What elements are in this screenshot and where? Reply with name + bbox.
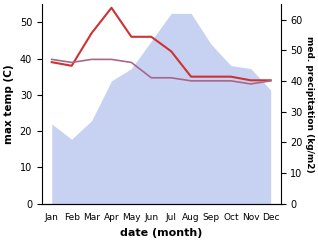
Y-axis label: med. precipitation (kg/m2): med. precipitation (kg/m2) [305, 36, 314, 172]
Y-axis label: max temp (C): max temp (C) [4, 64, 14, 144]
X-axis label: date (month): date (month) [120, 228, 203, 238]
